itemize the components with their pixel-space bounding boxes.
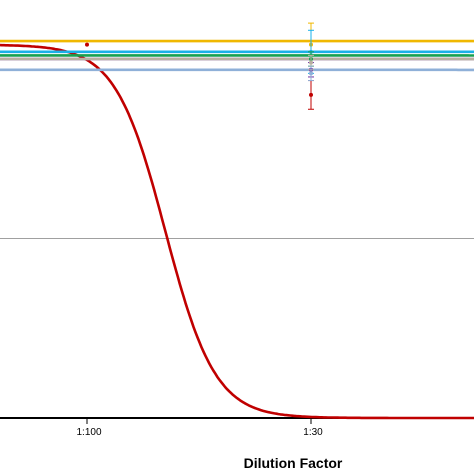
x-tick-label-1: 1:30 bbox=[303, 427, 323, 438]
series-0-point-1 bbox=[309, 92, 313, 97]
x-tick-label-0: 1:100 bbox=[76, 427, 101, 438]
error-bars bbox=[85, 22, 314, 110]
series-5-point-0 bbox=[309, 60, 313, 65]
series-6-point-0 bbox=[309, 71, 313, 76]
x-axis-ticks: 1:100 1:30 bbox=[76, 418, 323, 438]
series-0-curve bbox=[0, 43, 474, 420]
x-axis-title: Dilution Factor bbox=[244, 455, 343, 471]
series-curves bbox=[0, 39, 474, 420]
series-0-point-0 bbox=[85, 42, 89, 47]
gridlines bbox=[0, 58, 474, 239]
